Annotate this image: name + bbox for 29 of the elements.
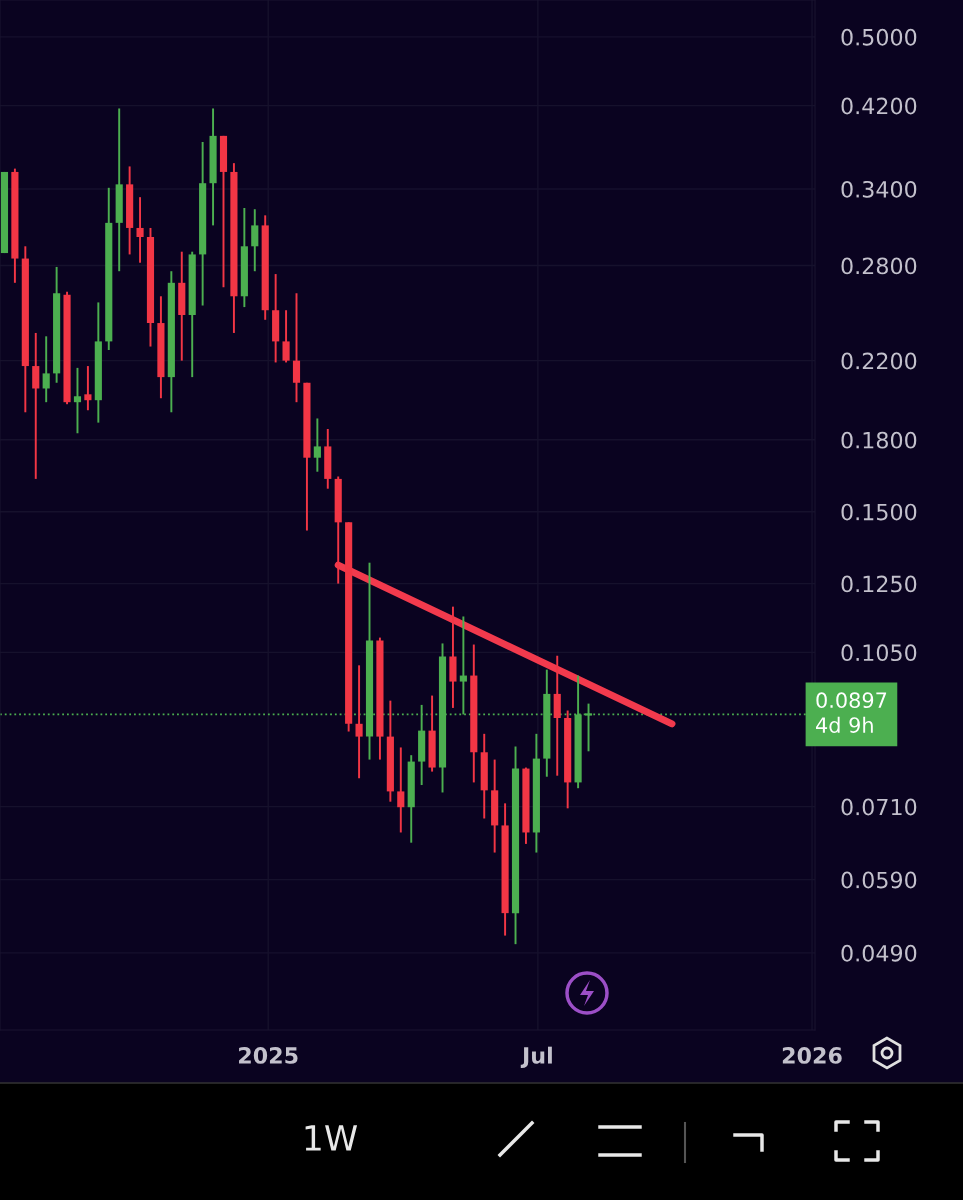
x-tick-label: 2026 <box>782 1047 842 1064</box>
y-tick-label: 0.1800 <box>841 431 917 449</box>
candlestick <box>355 664 363 780</box>
x-tick-label: Jul <box>520 1046 552 1068</box>
y-tick-label: 0.0490 <box>841 944 917 962</box>
y-tick-label: 0.0590 <box>841 871 917 889</box>
y-tick-label: 0.5000 <box>841 28 917 46</box>
candlestick <box>84 365 92 412</box>
y-tick-label: 0.4200 <box>841 97 917 115</box>
y-tick-label: 0.2800 <box>841 257 917 275</box>
y-tick-label: 0.3400 <box>841 180 917 198</box>
y-tick-label: 0.1250 <box>841 575 917 593</box>
y-tick-label: 0.1500 <box>841 503 917 521</box>
candlestick <box>251 208 259 273</box>
candlestick <box>32 331 40 480</box>
y-tick-label: 0.2200 <box>841 352 917 370</box>
y-tick-label: 0.0710 <box>841 798 917 816</box>
y-tick-label: 0.1050 <box>841 644 917 662</box>
candlestick <box>136 196 144 264</box>
candlestick <box>282 309 290 364</box>
candlestick <box>292 292 301 404</box>
ref-line-label: 0.0897 4d 9h <box>816 692 887 733</box>
candlestick <box>397 746 405 834</box>
text: 1W <box>305 1125 358 1151</box>
candlestick <box>313 417 321 473</box>
candlestick <box>459 615 467 716</box>
x-tick-label: 2025 <box>239 1047 298 1064</box>
candlestick <box>73 366 82 435</box>
candlestick <box>42 335 50 404</box>
